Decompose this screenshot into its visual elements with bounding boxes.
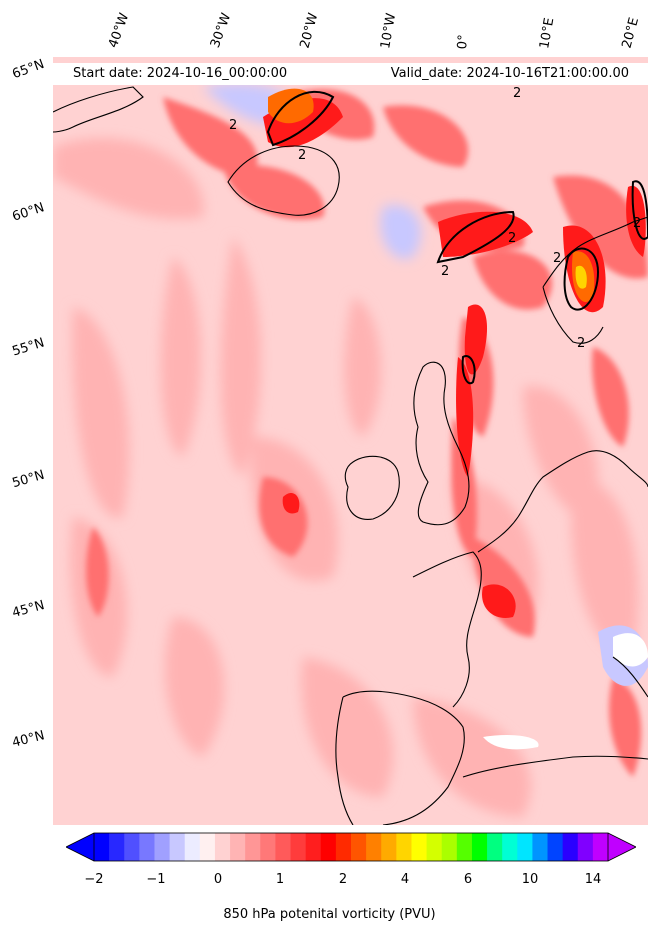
colorbar — [66, 832, 636, 862]
colorbar-cell — [456, 833, 473, 861]
coastlines — [53, 86, 648, 825]
colorbar-outline — [66, 832, 95, 862]
latitude-label-50n: 50°N — [10, 467, 47, 492]
pv-negative-patches — [483, 625, 648, 750]
italy-coastline — [612, 656, 648, 698]
colorbar-cell — [396, 833, 412, 861]
colorbar-over-arrow — [608, 833, 636, 861]
colorbar-cell — [487, 833, 503, 861]
contour-norway-coast — [563, 247, 600, 311]
contour-labels: 2 2 2 2 2 2 2 2 — [229, 86, 641, 351]
colorbar-cell — [426, 833, 443, 861]
latitude-label-45n: 45°N — [10, 598, 47, 621]
contour-label: 2 — [577, 336, 585, 351]
colorbar-cell — [502, 833, 518, 861]
longitude-label-10w: 10°W — [378, 12, 400, 51]
africa-coastline — [462, 755, 648, 778]
contour-label: 2 — [633, 216, 641, 231]
colorbar-cell — [275, 833, 292, 861]
colorbar-cell — [320, 833, 337, 861]
colorbar-cell — [381, 833, 397, 861]
colorbar-cell — [230, 833, 246, 861]
colorbar-cell — [184, 833, 201, 861]
colorbar-cell — [592, 833, 609, 861]
continent-coastline — [477, 450, 648, 553]
colorbar-cell — [260, 833, 276, 861]
contour-label: 2 — [229, 118, 237, 133]
contour-iceland-north — [266, 91, 335, 147]
colorbar-cell — [547, 833, 564, 861]
contour-north-sea — [461, 355, 476, 385]
colorbar-frame — [93, 832, 609, 862]
contour-scandinavia-east — [631, 180, 648, 240]
colorbar-tick-label: 1 — [275, 872, 285, 887]
contour-norway-west — [436, 210, 515, 264]
longitude-label-20w: 20°W — [297, 11, 322, 50]
pv-contours-2pvu — [266, 91, 648, 385]
valid-date-label: Valid_date: 2024-10-16T21:00:00.00 — [390, 66, 629, 81]
contour-label: 2 — [298, 148, 306, 163]
latitude-label-60n: 60°N — [10, 200, 47, 225]
colorbar-cell — [577, 833, 594, 861]
colorbar-tick-label: 14 — [584, 872, 602, 887]
colorbar-cell — [517, 833, 533, 861]
colorbar-tick-label: 2 — [338, 872, 348, 887]
colorbar-cell — [441, 833, 458, 861]
britain-coastline — [413, 361, 470, 526]
colorbar-tick-label: −1 — [146, 872, 166, 887]
potential-vorticity-map: 2 2 2 2 2 2 2 2 — [53, 57, 648, 825]
colorbar-tick-label: 6 — [463, 872, 473, 887]
start-date-label: Start date: 2024-10-16_00:00:00 — [73, 66, 288, 81]
colorbar-under-arrow — [66, 833, 94, 861]
colorbar-cell — [94, 833, 110, 861]
colorbar-cell — [214, 833, 231, 861]
colorbar-tick-label: 10 — [521, 872, 539, 887]
pv-field-layer-peak — [268, 88, 595, 302]
colorbar-outline — [607, 832, 636, 862]
contour-label: 2 — [441, 264, 449, 279]
contour-label: 2 — [553, 251, 561, 266]
ireland-coastline — [344, 455, 400, 520]
latitude-label-65n: 65°N — [10, 56, 47, 83]
colorbar-cells — [94, 833, 609, 861]
colorbar-cell — [124, 833, 140, 861]
colorbar-cell — [366, 833, 382, 861]
colorbar-cell — [411, 833, 428, 861]
colorbar-cell — [139, 833, 155, 861]
colorbar-cell — [305, 833, 322, 861]
longitude-label-40w: 40°W — [105, 11, 133, 50]
longitude-label-20e: 20°E — [619, 15, 643, 51]
colorbar-cell — [471, 833, 488, 861]
colorbar-cell — [154, 833, 171, 861]
iceland-coastline — [227, 145, 340, 216]
colorbar-cell — [290, 833, 307, 861]
colorbar-cell — [562, 833, 579, 861]
map-panel: 2 2 2 2 2 2 2 2 — [53, 57, 648, 825]
colorbar-tick-label: 4 — [400, 872, 410, 887]
colorbar-tick-label: −2 — [84, 872, 104, 887]
colorbar-cell — [532, 833, 549, 861]
longitude-label-30w: 30°W — [207, 11, 235, 50]
colorbar-cell — [335, 833, 352, 861]
colorbar-cell — [199, 833, 216, 861]
colorbar-cell — [351, 833, 367, 861]
iberia-coastline — [335, 690, 465, 825]
latitude-label-55n: 55°N — [10, 335, 47, 360]
contour-label: 2 — [513, 86, 521, 101]
colorbar-cell — [169, 833, 186, 861]
colorbar-cell — [109, 833, 125, 861]
latitude-label-40n: 40°N — [10, 728, 47, 751]
france-coastline — [412, 551, 482, 708]
title-band — [53, 63, 648, 85]
colorbar-cell — [245, 833, 261, 861]
contour-label: 2 — [508, 231, 516, 246]
colorbar-label: 850 hPa potenital vorticity (PVU) — [223, 907, 436, 922]
longitude-label-0: 0° — [455, 33, 472, 50]
norway-coastline — [542, 216, 648, 344]
longitude-label-10e: 10°E — [537, 16, 558, 51]
colorbar-tick-label: 0 — [213, 872, 223, 887]
greenland-coastline — [53, 86, 144, 133]
